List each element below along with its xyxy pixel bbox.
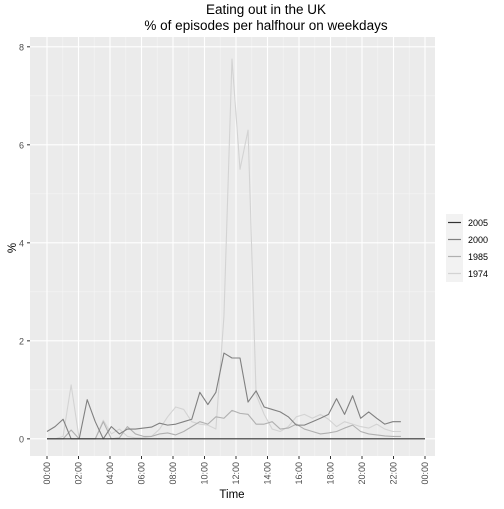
x-tick-label: 20:00 bbox=[357, 462, 367, 485]
legend: 2005 2000 1985 1974 bbox=[446, 214, 488, 282]
x-tick-label: 14:00 bbox=[263, 462, 273, 485]
y-axis-label: % bbox=[7, 243, 19, 253]
y-tick-label: 4 bbox=[19, 238, 24, 248]
x-axis-label: Time bbox=[219, 489, 244, 501]
series-line-1985 bbox=[47, 409, 401, 440]
x-tick-label: 00:00 bbox=[42, 462, 52, 485]
x-tick-label: 12:00 bbox=[231, 462, 241, 485]
x-tick-label: 16:00 bbox=[294, 462, 304, 485]
plot-panel bbox=[30, 37, 435, 456]
grid-minor bbox=[30, 37, 435, 456]
legend-label-2000: 2000 bbox=[468, 235, 488, 245]
x-axis: 00:00 02:00 04:00 06:00 08:00 10:00 12:00 14:00… bbox=[42, 456, 430, 485]
y-tick-label: 0 bbox=[19, 434, 24, 444]
x-tick-label: 08:00 bbox=[168, 462, 178, 485]
y-axis: 0 2 4 6 8 bbox=[19, 42, 30, 444]
x-tick-label: 22:00 bbox=[389, 462, 399, 485]
legend-label-1974: 1974 bbox=[468, 269, 488, 279]
y-tick-label: 8 bbox=[19, 42, 24, 52]
y-tick-label: 2 bbox=[19, 336, 24, 346]
x-tick-label: 04:00 bbox=[105, 462, 115, 485]
x-tick-label: 06:00 bbox=[137, 462, 147, 485]
x-tick-label: 10:00 bbox=[200, 462, 210, 485]
series-line-1974 bbox=[47, 58, 401, 440]
series-line-2000 bbox=[46, 352, 401, 440]
y-tick-label: 6 bbox=[19, 140, 24, 150]
series-layer bbox=[46, 58, 425, 440]
legend-label-2005: 2005 bbox=[468, 218, 488, 228]
x-tick-label: 18:00 bbox=[326, 462, 336, 485]
x-tick-label: 02:00 bbox=[74, 462, 84, 485]
chart-title: Eating out in the UK bbox=[206, 2, 326, 17]
chart-subtitle: % of episodes per halfhour on weekdays bbox=[144, 18, 387, 33]
legend-label-1985: 1985 bbox=[468, 252, 488, 262]
x-tick-label: 00:00 bbox=[420, 462, 430, 485]
